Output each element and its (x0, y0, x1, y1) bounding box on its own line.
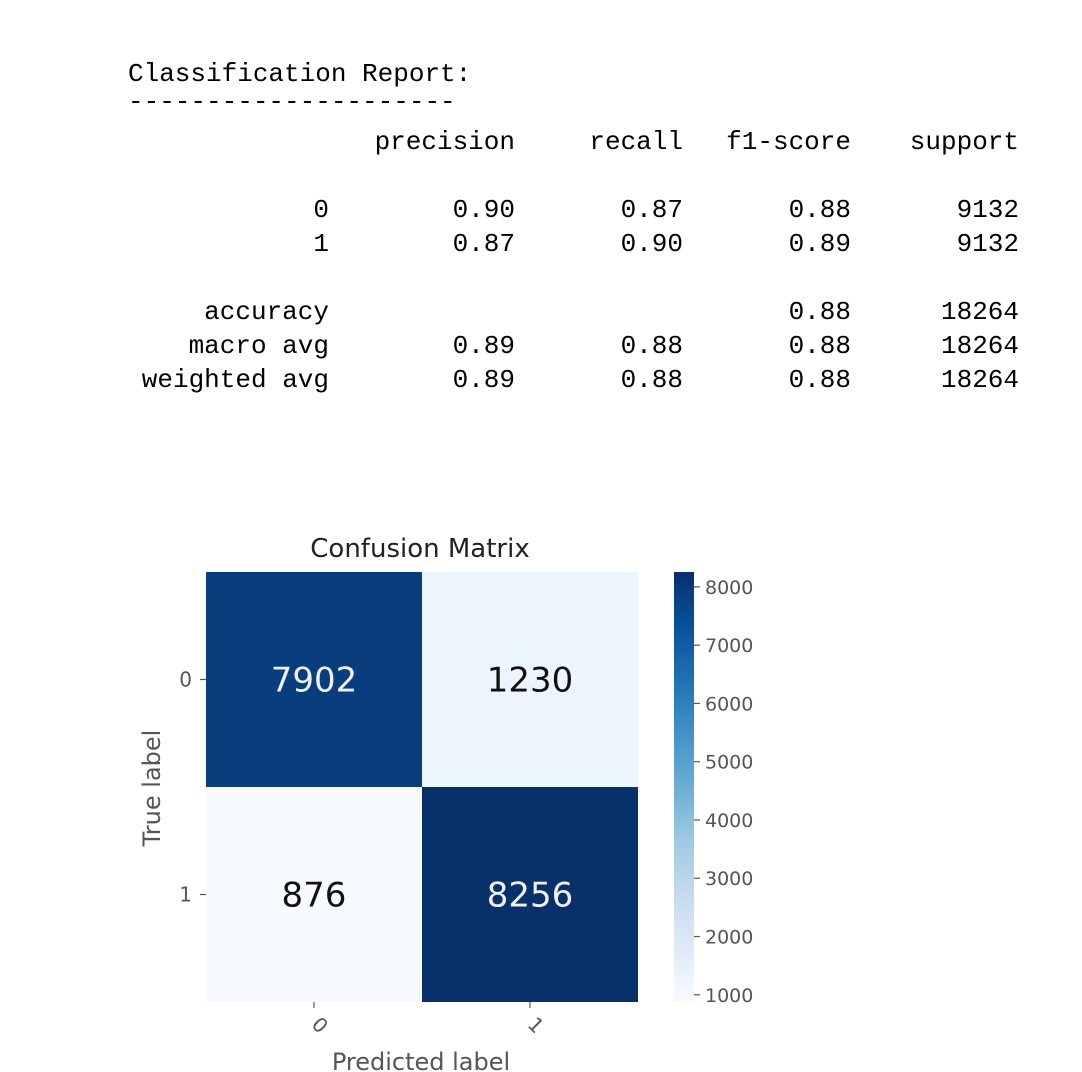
report-header-precision: precision (374, 127, 515, 157)
heatmap-cell (206, 572, 422, 787)
heatmap-cell (206, 787, 422, 1002)
report-header-f1: f1-score (726, 127, 851, 157)
report-cell-f1: 0.88 (788, 195, 851, 225)
colorbar-tick-label: 7000 (705, 635, 753, 657)
x-tick-label: 0 (307, 1012, 333, 1038)
report-cell-recall: 0.90 (620, 229, 683, 259)
report-cell-f1: 0.88 (788, 331, 851, 361)
report-cell-recall: 0.88 (620, 331, 683, 361)
colorbar-tick-label: 1000 (705, 985, 753, 1007)
report-cell-support: 18264 (940, 365, 1019, 395)
heatmap-cells: 7902 1230 876 8256 (206, 572, 638, 1002)
report-header-support: support (909, 127, 1019, 157)
report-cell-f1: 0.89 (788, 229, 851, 259)
colorbar-tick-label: 8000 (705, 577, 753, 599)
classification-report: Classification Report: -----------------… (0, 0, 1082, 420)
cell-value-label: 876 (282, 876, 347, 916)
report-cell-support: 9132 (956, 195, 1019, 225)
report-row-label: 0 (313, 195, 329, 225)
report-cell-precision: 0.87 (452, 229, 515, 259)
x-axis-label: Predicted label (332, 1048, 510, 1072)
chart-title: Confusion Matrix (310, 534, 529, 564)
y-axis-label: True label (138, 730, 166, 848)
report-cell-precision: 0.89 (452, 365, 515, 395)
report-cell-precision: 0.89 (452, 331, 515, 361)
report-row-label: 1 (313, 229, 329, 259)
x-tick-label: 1 (523, 1012, 549, 1038)
y-tick-label: 1 (179, 883, 192, 907)
heatmap-cell (422, 787, 638, 1002)
heatmap-cell (422, 572, 638, 787)
report-cell-support: 18264 (940, 331, 1019, 361)
cell-value-label: 1230 (487, 661, 574, 701)
report-header-recall: recall (589, 127, 683, 157)
cell-value-label: 7902 (271, 661, 358, 701)
report-cell-support: 9132 (956, 229, 1019, 259)
report-divider: --------------------- (128, 87, 456, 117)
colorbar-ticks: 1000 2000 3000 4000 5000 6000 7000 8000 (694, 577, 753, 1007)
report-cell-f1: 0.88 (788, 297, 851, 327)
colorbar: 1000 2000 3000 4000 5000 6000 7000 8000 (674, 572, 753, 1007)
y-tick-label: 0 (179, 668, 192, 692)
report-cell-precision: 0.90 (452, 195, 515, 225)
report-row-label: weighted avg (141, 365, 329, 395)
report-cell-f1: 0.88 (788, 365, 851, 395)
report-cell-recall: 0.88 (620, 365, 683, 395)
cell-value-label: 8256 (487, 876, 574, 916)
colorbar-tick-label: 6000 (705, 693, 753, 715)
colorbar-tick-label: 4000 (705, 810, 753, 832)
report-cell-support: 18264 (940, 297, 1019, 327)
report-title: Classification Report: (128, 59, 472, 89)
report-cell-recall: 0.87 (620, 195, 683, 225)
colorbar-tick-label: 3000 (705, 868, 753, 890)
report-row-label: accuracy (204, 297, 329, 327)
colorbar-tick-label: 2000 (705, 927, 753, 949)
report-row-label: macro avg (188, 331, 329, 361)
colorbar-tick-label: 5000 (705, 752, 753, 774)
colorbar-gradient (674, 572, 694, 1002)
